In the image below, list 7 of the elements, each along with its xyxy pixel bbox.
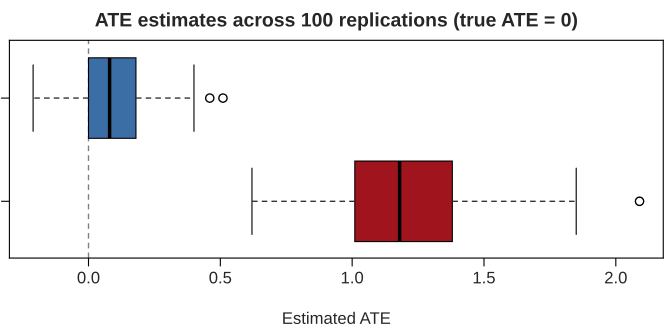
chart-title: ATE estimates across 100 replications (true ATE = 0) — [95, 12, 578, 30]
x-tick-label: 1.5 — [474, 272, 495, 284]
x-axis-title: Estimated ATE — [283, 312, 390, 324]
x-tick-label: 2.0 — [605, 272, 627, 284]
x-tick-label: 0.5 — [209, 272, 232, 284]
x-tick-label: 0.0 — [78, 272, 100, 284]
x-tick-label: 1.0 — [342, 272, 364, 284]
